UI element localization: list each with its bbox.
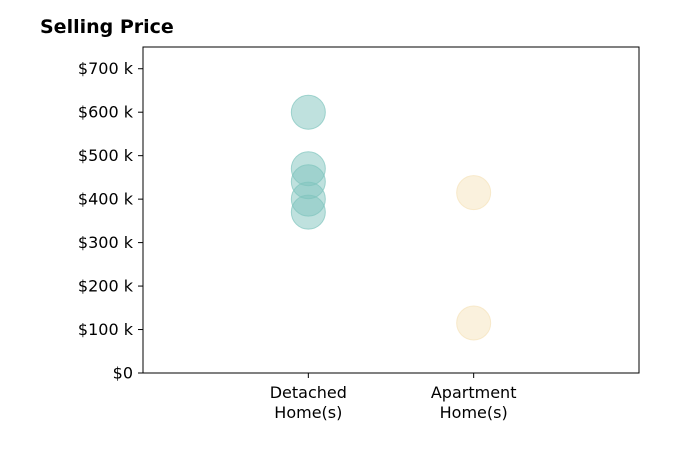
y-axis: $0 $100 k $200 k $300 k $400 k $500 k $600 k $7…	[78, 59, 143, 383]
x-tick-label: Apartment	[431, 383, 517, 402]
y-tick-label: $300 k	[78, 233, 134, 252]
chart-title: Selling Price	[40, 16, 174, 38]
y-tick-label: $700 k	[78, 59, 134, 78]
data-point	[456, 175, 492, 211]
data-point	[456, 305, 492, 341]
data-point	[290, 94, 326, 130]
y-tick-label: $0	[113, 364, 133, 383]
y-tick-label: $100 k	[78, 320, 134, 339]
plot-area-frame	[142, 46, 640, 374]
x-tick-label: Detached	[270, 383, 347, 402]
data-point	[290, 194, 326, 230]
y-tick-label: $400 k	[78, 190, 134, 209]
data-points	[290, 94, 492, 341]
y-tick-label: $200 k	[78, 277, 134, 296]
x-tick-label: Home(s)	[440, 403, 508, 422]
x-tick-label: Home(s)	[274, 403, 342, 422]
y-tick-label: $500 k	[78, 146, 134, 165]
y-tick-label: $600 k	[78, 103, 134, 122]
